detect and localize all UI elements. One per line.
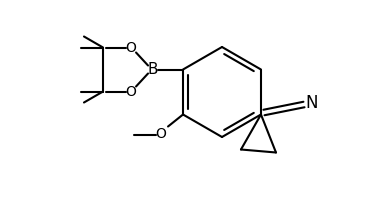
Text: O: O [155, 128, 166, 141]
Text: O: O [126, 41, 136, 54]
Text: O: O [126, 84, 136, 99]
Text: B: B [148, 62, 158, 77]
Text: N: N [306, 94, 318, 112]
